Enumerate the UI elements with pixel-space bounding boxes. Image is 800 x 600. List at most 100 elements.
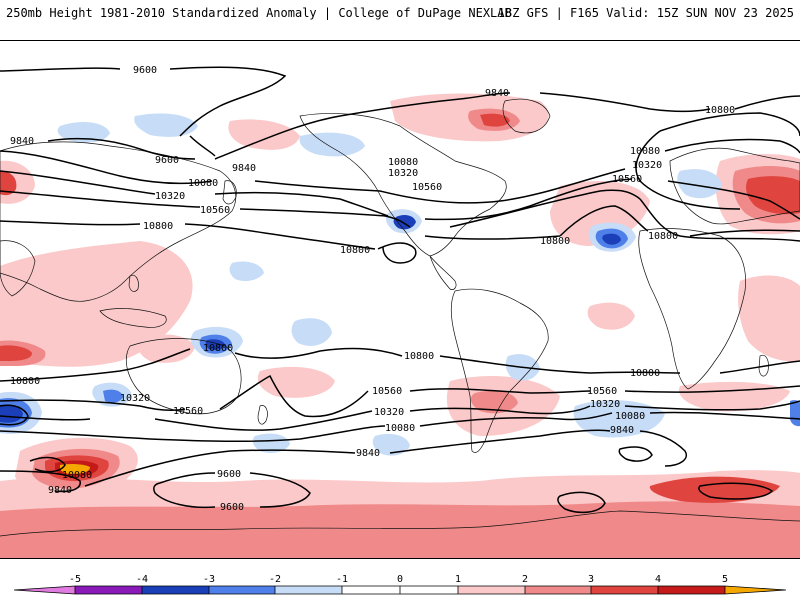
colorbar-pos3 xyxy=(591,586,658,594)
colorbar-ticks xyxy=(74,586,726,594)
japan-outline xyxy=(222,180,237,205)
colorbar-zero-pos xyxy=(400,586,458,594)
sw-pacific-fill-5 xyxy=(60,463,90,474)
indian-ocean-fill xyxy=(738,275,800,362)
colorbar-neg4 xyxy=(75,586,142,594)
tasman-neg-2 xyxy=(103,389,123,403)
colorbar-pos5 xyxy=(725,586,786,594)
pacific-neg xyxy=(229,261,264,281)
colorbar-pos1 xyxy=(458,586,525,594)
contour-label: 9600 xyxy=(155,155,179,166)
contour-label: 10080 xyxy=(630,146,660,157)
contour-label: 9600 xyxy=(220,502,244,513)
model-run-info: 18Z GFS | F165 Valid: 15Z SUN NOV 23 202… xyxy=(497,6,794,20)
colorbar-segments xyxy=(14,586,786,594)
colorbar-zero-neg xyxy=(342,586,400,594)
colorbar-neg1 xyxy=(275,586,342,594)
sw-low-neg-3 xyxy=(0,404,23,423)
contour-10320-south xyxy=(0,400,800,431)
contour-9840-antarctic xyxy=(698,482,774,500)
contour-9840-north xyxy=(47,92,800,160)
contour-label: 10800 xyxy=(143,221,173,232)
contour-label: 10320 xyxy=(632,160,662,171)
atlantic-low-neg-3 xyxy=(602,233,621,245)
contour-9600-ne xyxy=(635,112,800,210)
contour-label: 9600 xyxy=(217,469,241,480)
colorbar-labels: -5 -4 -3 -2 -1 0 1 2 3 4 5 xyxy=(69,574,728,585)
contour-label: 10320 xyxy=(374,407,404,418)
anomaly-map: 9600 9840 9840 9600 9840 10080 10320 105… xyxy=(0,40,800,559)
indonesia-outline xyxy=(99,308,167,328)
ne-pacific-neg xyxy=(299,132,365,157)
colorbar-neg5 xyxy=(14,586,75,594)
contour-label: 10320 xyxy=(590,399,620,410)
contour-10560-north xyxy=(0,189,800,242)
tropical-pacific-fill xyxy=(138,334,195,363)
contour-s-atlantic-low xyxy=(618,446,653,462)
contour-label: 10800 xyxy=(648,231,678,242)
far-east-fill-3 xyxy=(0,171,17,196)
contour-label: 10560 xyxy=(200,205,230,216)
contour-label: 10800 xyxy=(340,245,370,256)
colorbar-label: 1 xyxy=(455,574,461,585)
colorbar-label: -3 xyxy=(203,574,215,585)
colorbar-pos4 xyxy=(658,586,725,594)
contour-labels: 9600 9840 9840 9600 9840 10080 10320 105… xyxy=(10,65,735,513)
se-pacific-fill xyxy=(257,366,335,398)
southern-band-fill-2 xyxy=(0,501,800,558)
contour-10080-sw xyxy=(29,456,66,473)
n-pacific-neg-2 xyxy=(134,113,198,137)
contour-label: 10560 xyxy=(412,182,442,193)
contour-9600-antarctic xyxy=(557,491,606,514)
contour-label: 10320 xyxy=(155,191,185,202)
baja-neg-3 xyxy=(393,214,416,230)
contour-label: 10800 xyxy=(10,376,40,387)
n-pacific-fill xyxy=(228,119,300,150)
antarctic-fill xyxy=(649,476,780,503)
height-contours xyxy=(0,66,800,514)
contour-label: 10080 xyxy=(62,470,92,481)
negative-anomaly-fills xyxy=(0,113,800,456)
contour-label: 9840 xyxy=(485,88,509,99)
colorbar-pos2 xyxy=(525,586,591,594)
contour-label: 9840 xyxy=(232,163,256,174)
contour-label: 9600 xyxy=(133,65,157,76)
contour-label: 10320 xyxy=(388,168,418,179)
africa-outline xyxy=(638,228,746,390)
contour-label: 10560 xyxy=(587,386,617,397)
contour-9600-north xyxy=(0,66,287,157)
colorbar-label: -2 xyxy=(269,574,281,585)
antarctica-outline xyxy=(0,510,800,537)
central-pacific-neg xyxy=(291,318,332,346)
n-pacific-neg xyxy=(57,121,110,143)
contour-label: 10800 xyxy=(203,343,233,354)
colorbar-label: -1 xyxy=(336,574,348,585)
contour-10560-south xyxy=(0,374,800,418)
contour-label: 10080 xyxy=(385,423,415,434)
contour-9600-south xyxy=(153,472,311,509)
contour-label: 10080 xyxy=(188,178,218,189)
contour-9840-south xyxy=(0,429,687,493)
africa-fill xyxy=(587,302,635,330)
europe-outline xyxy=(669,147,800,225)
contour-10080-south xyxy=(0,411,800,443)
north-america-outline xyxy=(299,113,507,257)
se-pacific-neg xyxy=(372,433,410,456)
colorbar-legend: -5 -4 -3 -2 -1 0 1 2 3 4 5 xyxy=(13,574,787,595)
colorbar-label: 0 xyxy=(397,574,403,585)
asia-outline xyxy=(0,141,237,302)
contour-label: 10320 xyxy=(120,393,150,404)
colorbar-label: 5 xyxy=(722,574,728,585)
australia-outline xyxy=(125,338,242,415)
greenland-outline xyxy=(502,98,551,134)
contour-10320-north xyxy=(0,170,800,221)
contour-10800-south xyxy=(0,347,800,382)
contour-label: 10560 xyxy=(612,174,642,185)
colorbar-label: 3 xyxy=(588,574,594,585)
central-america-outline xyxy=(429,255,457,290)
contour-label: 10080 xyxy=(615,411,645,422)
colorbar-label: 2 xyxy=(522,574,528,585)
contour-label: 10800 xyxy=(404,351,434,362)
contour-10080-north xyxy=(0,138,800,204)
right-edge-neg xyxy=(790,400,800,427)
